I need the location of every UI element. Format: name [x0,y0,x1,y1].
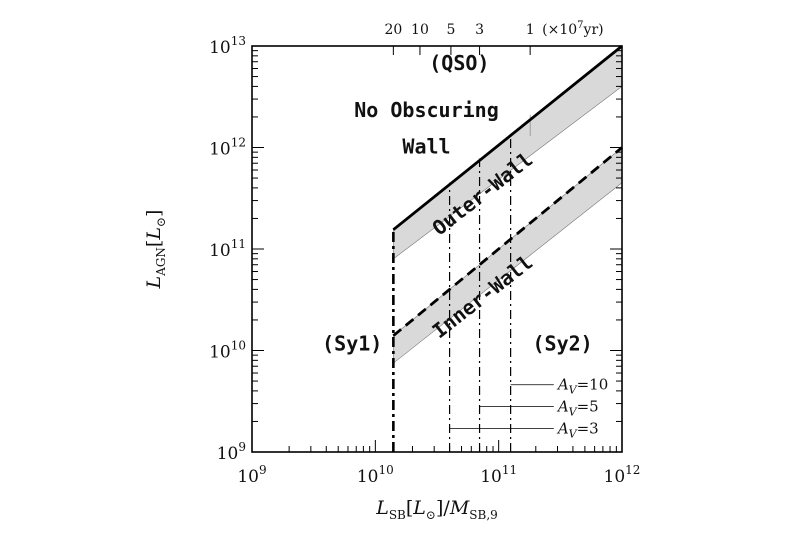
y-tick-label: 109 [217,440,246,464]
top-tick-label: 3 [475,22,484,38]
annotation-no-obscuring-1: No Obscuring [354,98,499,122]
annotation-sy1: (Sy1) [322,332,382,356]
top-axis-unit: (×107yr) [542,20,603,38]
y-tick-label: 1013 [209,34,246,58]
vertical-time-lines [392,114,531,452]
top-tick-label: 10 [411,22,429,38]
top-tick-label: 20 [384,22,402,38]
x-axis-title: LSB[L⊙]/MSB,9 [375,497,498,522]
annotation-qso: (QSO) [429,51,489,75]
x-tick-label: 109 [237,463,266,487]
av-label-3: AV=3 [556,420,599,441]
annotation-no-obscuring-2: Wall [402,135,450,159]
y-tick-label: 1010 [209,339,246,363]
region-annotations: (QSO)No ObscuringWallOuter-WallInner-Wal… [322,51,593,355]
shaded-bands [393,45,623,364]
x-tick-label: 1010 [357,463,394,487]
top-tick-label: 5 [446,22,455,38]
av-label-2: AV=5 [556,398,599,419]
relation-lines [392,44,623,337]
y-tick-label: 1012 [209,136,246,160]
y-tick-label: 1011 [209,237,246,261]
top-tick-label: 1 [526,22,535,38]
inner-wall-line [392,146,623,337]
axis-titles: LSB[L⊙]/MSB,9 LAGN[L⊙] [143,210,498,522]
x-tick-label: 1011 [480,463,517,487]
annotation-sy2: (Sy2) [533,332,593,356]
x-tick-label: 1012 [604,463,641,487]
axis-ticks [251,46,622,453]
outer-wall-line [392,44,623,231]
tick-labels: 109 1010 1011 1012 109 1010 1011 1012 1013 20 10 5 3… [209,20,640,487]
av-label-1: AV=10 [556,376,608,397]
y-axis-title: LAGN[L⊙] [143,210,168,290]
